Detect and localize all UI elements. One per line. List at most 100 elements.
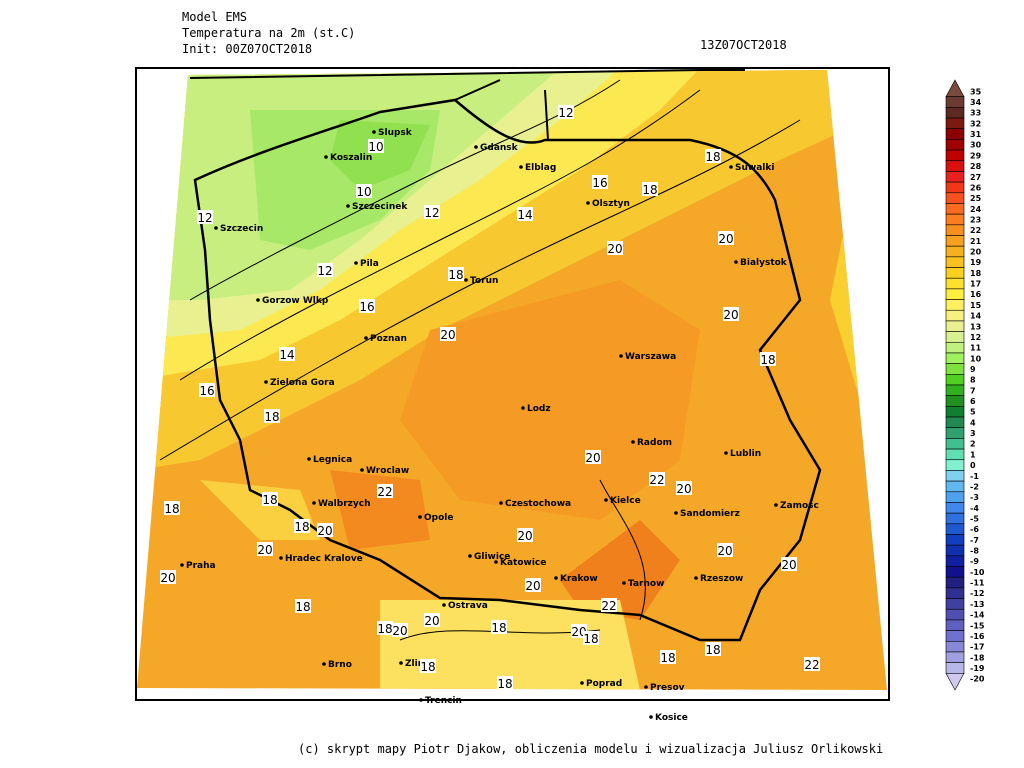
colorbar-swatch: [945, 309, 965, 322]
colorbar-label: -9: [970, 557, 979, 566]
contour-label: 18: [760, 353, 775, 367]
colorbar-label: 27: [970, 173, 981, 182]
contour-label: 18: [262, 493, 277, 507]
contour-label: 18: [497, 677, 512, 691]
city-label: Presov: [650, 683, 685, 693]
city-label: Gorzow Wlkp: [262, 296, 329, 306]
colorbar-swatch: [945, 502, 965, 514]
contour-label-bg: [279, 347, 295, 361]
colorbar-swatch: [945, 544, 965, 557]
contour-label-bg: [197, 210, 213, 224]
contour-label: 14: [517, 208, 532, 222]
contour-label: 18: [491, 621, 506, 635]
contour-label-bg: [420, 659, 436, 673]
contour-label: 18: [642, 183, 657, 197]
city-label: Rzeszow: [700, 574, 743, 584]
city-label: Olsztyn: [592, 199, 630, 209]
city-label: Szczecin: [220, 224, 263, 234]
colorbar-label: 3: [970, 429, 976, 438]
contour-label: 20: [257, 543, 272, 557]
city-label: Slupsk: [378, 128, 413, 138]
city-dot: [724, 451, 728, 455]
city-dot: [580, 681, 584, 685]
colorbar-swatch: [945, 363, 965, 375]
colorbar-swatch: [945, 160, 965, 172]
colorbar-swatch: [945, 181, 965, 194]
colorbar-label: -13: [970, 600, 984, 609]
contour-label-bg: [592, 175, 608, 189]
contour-label-bg: [160, 570, 176, 584]
city-label: Gdansk: [480, 143, 519, 153]
city-dot: [519, 165, 523, 169]
colorbar-label: 29: [970, 151, 982, 160]
contour-label: 20: [440, 328, 455, 342]
contour-labels: 12 10 18 16 18 10 12 12 14 20 20 12 18 16 20 20 14 18 16 18…: [160, 105, 820, 691]
city-dot: [774, 503, 778, 507]
city-label: Wroclaw: [366, 466, 409, 476]
colorbar-swatch: [945, 406, 965, 418]
colorbar-label: 24: [970, 205, 982, 214]
city-dot: [554, 576, 558, 580]
contour-label-bg: [257, 542, 273, 556]
colorbar-swatch: [945, 331, 965, 343]
colorbar-swatch: [945, 256, 965, 268]
footer: (c) skrypt mapy Piotr Djakow, obliczenia…: [298, 742, 883, 756]
colorbar-label: 8: [970, 376, 976, 385]
contour-label: 20: [676, 482, 691, 496]
contour-label: 20: [424, 614, 439, 628]
colorbar-label: 28: [970, 162, 982, 171]
contour-label-bg: [199, 383, 215, 397]
contour-label-bg: [491, 620, 507, 634]
city-dot: [418, 515, 422, 519]
city-dot: [307, 457, 311, 461]
colorbar-swatch: [945, 192, 965, 204]
city-label: Szczecinek: [352, 202, 408, 212]
city-label: Kosice: [655, 713, 688, 723]
contour-label: 20: [607, 242, 622, 256]
contour-label: 20: [718, 232, 733, 246]
colorbar-label: 21: [970, 237, 982, 246]
contour-label-bg: [642, 182, 658, 196]
colorbar-swatch: [945, 640, 965, 653]
city-label: Lublin: [730, 449, 761, 459]
colorbar-swatch: [945, 203, 965, 215]
contour-label-bg: [356, 184, 372, 198]
city-dot: [464, 278, 468, 282]
colorbar-label: 0: [970, 461, 976, 470]
contour-label-bg: [359, 299, 375, 313]
contour-label: 16: [199, 384, 214, 398]
city-dot: [644, 685, 648, 689]
contour-label-bg: [317, 263, 333, 277]
city-label: Zamosc: [780, 501, 819, 511]
contour-label: 12: [558, 106, 573, 120]
colorbar-label: 35: [970, 87, 982, 96]
country-border: [193, 98, 822, 642]
city-label: Torun: [470, 276, 498, 286]
contour-label-bg: [760, 352, 776, 366]
contour-label-bg: [295, 599, 311, 613]
contour-label-bg: [676, 481, 692, 495]
contour-label: 16: [359, 300, 374, 314]
contour-label-bg: [585, 450, 601, 464]
contour-label-bg: [558, 105, 574, 119]
valid-time: 13Z07OCT2018: [700, 38, 787, 52]
contour-label-bg: [262, 492, 278, 506]
city-label: Krakow: [560, 574, 598, 584]
city-dot: [346, 204, 350, 208]
city-dot: [694, 576, 698, 580]
contour-label-bg: [781, 557, 797, 571]
contour-label-bg: [368, 139, 384, 153]
colorbar-label: 22: [970, 226, 981, 235]
contour-label-bg: [164, 501, 180, 515]
contour-label: 22: [804, 658, 819, 672]
colorbar-swatch: [945, 619, 965, 631]
contour-label: 18: [705, 643, 720, 657]
contour-label: 18: [583, 632, 598, 646]
contour-label: 20: [781, 558, 796, 572]
contour-label-bg: [804, 657, 820, 671]
contour-label: 18: [295, 600, 310, 614]
city-dot: [214, 226, 218, 230]
city-label: Kielce: [610, 496, 641, 506]
coastline: [189, 69, 745, 141]
